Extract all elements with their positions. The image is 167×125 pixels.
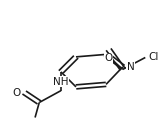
Text: O: O <box>13 88 21 98</box>
Text: N: N <box>127 62 135 72</box>
Text: Cl: Cl <box>149 52 159 62</box>
Text: NH: NH <box>53 77 69 87</box>
Text: O: O <box>104 53 113 63</box>
